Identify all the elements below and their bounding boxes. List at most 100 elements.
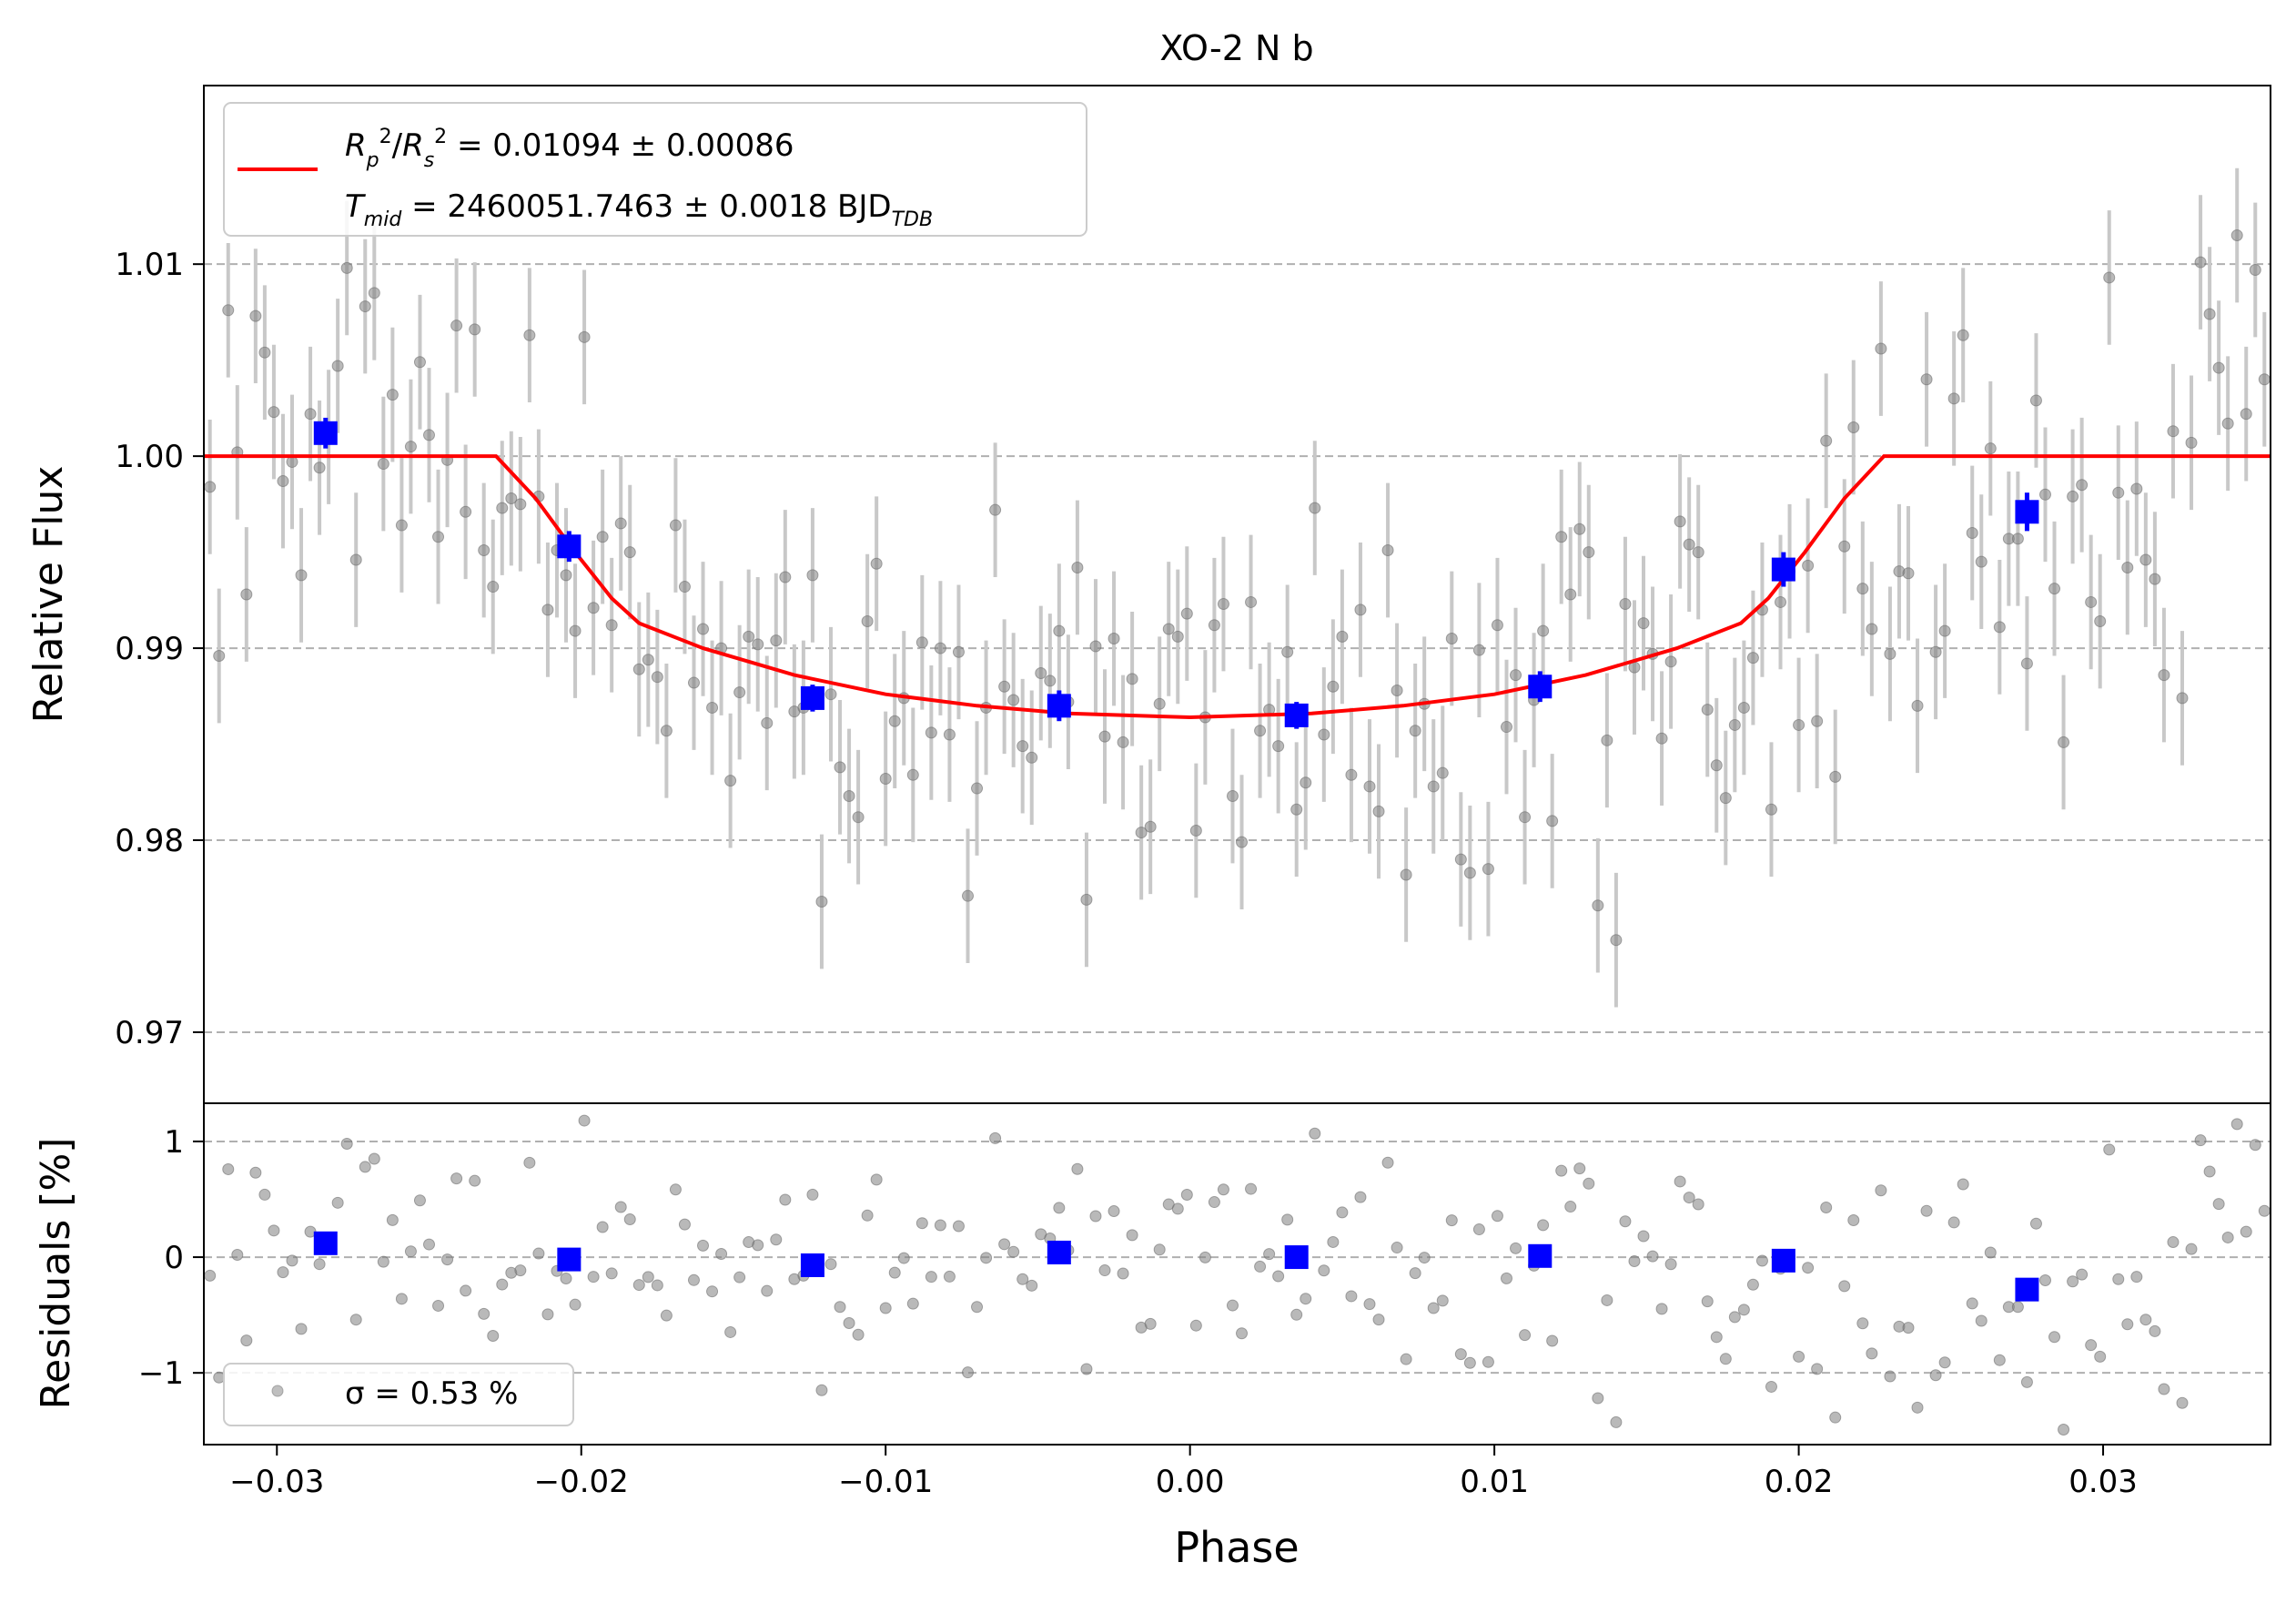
- residual-data-point: [1454, 1348, 1467, 1361]
- residual-data-point: [943, 1270, 956, 1283]
- flux-data-point: [834, 761, 846, 774]
- flux-data-point: [870, 557, 883, 570]
- flux-data-point: [1975, 555, 1988, 568]
- flux-data-point: [1226, 789, 1239, 802]
- flux-data-point: [2158, 669, 2170, 682]
- residual-data-point: [897, 1252, 910, 1264]
- residual-data-point: [752, 1239, 764, 1252]
- residual-data-point: [697, 1239, 710, 1252]
- residual-data-point: [2058, 1423, 2070, 1436]
- flux-data-point: [313, 462, 326, 474]
- flux-data-point: [1491, 619, 1503, 632]
- residual-binned-point: [313, 1231, 338, 1255]
- flux-data-point: [2249, 264, 2261, 277]
- flux-data-point: [1171, 630, 1184, 643]
- flux-data-point: [258, 346, 271, 359]
- residual-data-point: [1583, 1177, 1595, 1190]
- flux-data-point: [1162, 623, 1175, 635]
- flux-data-point: [1372, 805, 1385, 817]
- residual-data-point: [1290, 1308, 1303, 1321]
- residual-data-point: [340, 1137, 353, 1150]
- residual-data-point: [1875, 1184, 1887, 1197]
- flux-data-point: [1537, 624, 1550, 637]
- residual-data-point: [1902, 1322, 1915, 1334]
- residuals-panel: −1 0 1 −0.03 −0.02 −0.01 0.00 0.01 0.02 0.03 Res…: [33, 1102, 2271, 1572]
- flux-data-point: [1866, 623, 1878, 635]
- residual-data-point: [1975, 1314, 1988, 1327]
- residual-data-point: [2185, 1243, 2198, 1255]
- residual-data-point: [1199, 1251, 1211, 1263]
- flux-data-point: [469, 323, 481, 336]
- legend-line-2: Tmid = 2460051.7463 ± 0.0018 BJDTDB: [345, 188, 933, 231]
- residual-data-point: [469, 1174, 481, 1187]
- flux-data-point: [1793, 718, 1805, 731]
- legend-ratio-value: = 0.01094 ± 0.00086: [447, 127, 794, 164]
- residual-data-point: [998, 1238, 1011, 1251]
- flux-data-point: [2212, 361, 2225, 374]
- residual-data-point: [1263, 1248, 1276, 1261]
- flux-data-point: [331, 360, 344, 372]
- flux-binned-point: [313, 421, 338, 445]
- flux-data-point: [1472, 644, 1485, 656]
- flux-data-point: [1254, 725, 1267, 737]
- flux-data-point: [268, 406, 280, 419]
- residual-data-point: [1710, 1331, 1723, 1344]
- flux-data-point: [1573, 522, 1586, 535]
- residual-data-point: [286, 1254, 298, 1267]
- flux-data-point: [879, 773, 892, 786]
- flux-data-point: [915, 636, 928, 649]
- flux-data-point: [623, 546, 636, 559]
- flux-data-point: [496, 502, 509, 514]
- flux-data-point: [998, 680, 1011, 693]
- residual-data-point: [349, 1314, 362, 1326]
- flux-data-point: [1245, 595, 1258, 608]
- residual-data-point: [1838, 1280, 1851, 1293]
- residual-data-point: [1519, 1329, 1532, 1342]
- flux-data-point: [596, 531, 609, 543]
- flux-data-point: [523, 329, 536, 341]
- flux-data-point: [1564, 588, 1577, 601]
- residual-data-point: [1929, 1369, 1942, 1382]
- flux-data-point: [2067, 490, 2079, 502]
- residual-data-point: [1409, 1267, 1421, 1280]
- residual-data-point: [560, 1273, 572, 1285]
- flux-data-point: [1217, 598, 1229, 611]
- flux-data-point: [368, 287, 380, 299]
- flux-data-point: [1856, 583, 1869, 595]
- residual-data-point: [1445, 1214, 1458, 1227]
- residual-data-point: [1728, 1311, 1741, 1324]
- flux-data-point: [569, 624, 582, 637]
- residual-data-point: [368, 1152, 380, 1165]
- residual-data-point: [331, 1196, 344, 1209]
- residual-data-point: [487, 1330, 500, 1343]
- residual-data-point: [733, 1271, 746, 1283]
- flux-data-point: [1500, 721, 1512, 734]
- flux-data-point: [2149, 573, 2161, 585]
- residual-data-point: [2176, 1396, 2189, 1409]
- flux-data-point: [1208, 619, 1220, 632]
- flux-data-point: [1701, 704, 1714, 716]
- flux-data-point: [934, 642, 946, 654]
- flux-y-tick-label: 0.98: [115, 823, 184, 859]
- flux-data-point: [1153, 697, 1166, 710]
- flux-data-point: [1336, 630, 1349, 643]
- flux-data-point: [1189, 824, 1202, 837]
- flux-data-point: [687, 676, 700, 689]
- residual-data-point: [413, 1194, 426, 1207]
- residual-data-point: [2158, 1383, 2170, 1395]
- residual-data-point: [1884, 1370, 1896, 1383]
- flux-data-point: [505, 492, 518, 505]
- residual-data-point: [687, 1273, 700, 1286]
- flux-y-tick-label: 0.99: [115, 631, 184, 667]
- phase-x-tick-label: −0.03: [229, 1464, 324, 1500]
- flux-data-point: [2020, 657, 2033, 670]
- residual-data-point: [1372, 1314, 1385, 1326]
- residual-data-point: [1108, 1205, 1120, 1218]
- flux-data-point: [724, 775, 737, 787]
- residual-data-point: [669, 1183, 682, 1196]
- flux-data-point: [2038, 488, 2051, 501]
- residual-data-point: [2139, 1314, 2152, 1326]
- residual-data-point: [1947, 1216, 1960, 1229]
- residual-data-point: [2258, 1204, 2271, 1217]
- phase-x-tick-label: 0.03: [2068, 1464, 2138, 1500]
